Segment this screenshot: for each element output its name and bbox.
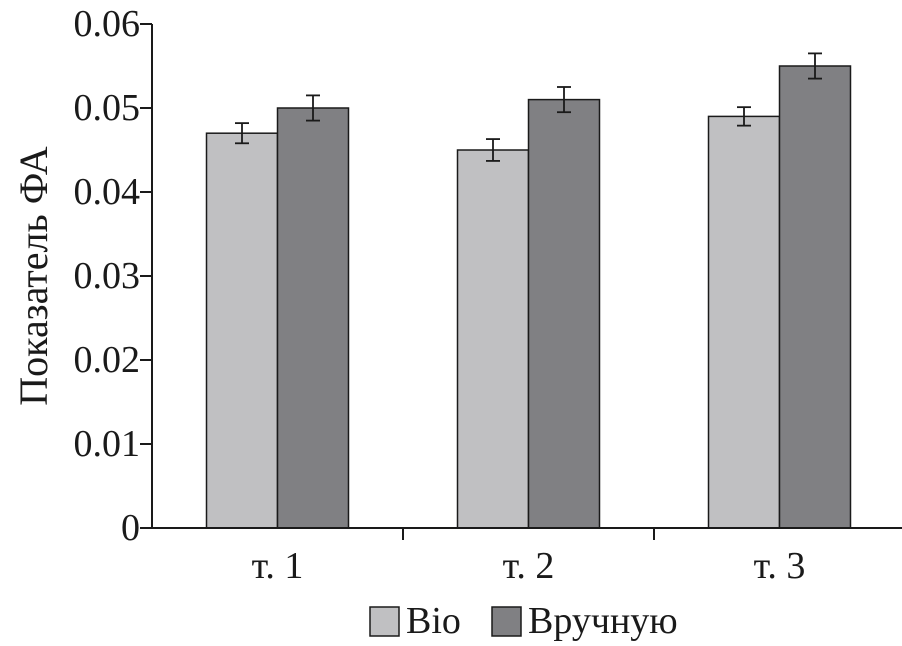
legend-label-manual: Вручную bbox=[528, 600, 678, 642]
x-ticks: т. 1 т. 2 т. 3 bbox=[252, 528, 806, 587]
y-tick-label: 0.01 bbox=[74, 423, 141, 465]
y-tick-label: 0.02 bbox=[74, 339, 141, 381]
bar-manual bbox=[276, 107, 350, 529]
y-tick-label: 0.04 bbox=[74, 171, 141, 213]
y-tick-label: 0.03 bbox=[74, 255, 141, 297]
legend-swatch-manual bbox=[491, 606, 522, 637]
bar-bio bbox=[205, 132, 279, 529]
y-tick-label: 0.06 bbox=[74, 3, 141, 45]
legend: Bio Вручную bbox=[369, 600, 678, 642]
bar-bio bbox=[456, 149, 530, 529]
bar-manual bbox=[527, 98, 601, 529]
x-tick-label: т. 1 bbox=[252, 545, 304, 587]
legend-label-bio: Bio bbox=[406, 600, 461, 642]
y-tick-label: 0 bbox=[121, 507, 140, 549]
bars-layer bbox=[205, 52, 852, 529]
bar-manual bbox=[778, 65, 852, 529]
x-tick-label: т. 2 bbox=[503, 545, 555, 587]
y-ticks: 0 0.01 0.02 0.03 0.04 0.05 0.06 bbox=[74, 3, 152, 549]
y-tick-label: 0.05 bbox=[74, 87, 141, 129]
y-axis-title: Показатель ФА bbox=[11, 146, 56, 406]
bar-bio bbox=[707, 115, 781, 529]
legend-swatch-bio bbox=[369, 606, 400, 637]
x-tick-label: т. 3 bbox=[754, 545, 806, 587]
